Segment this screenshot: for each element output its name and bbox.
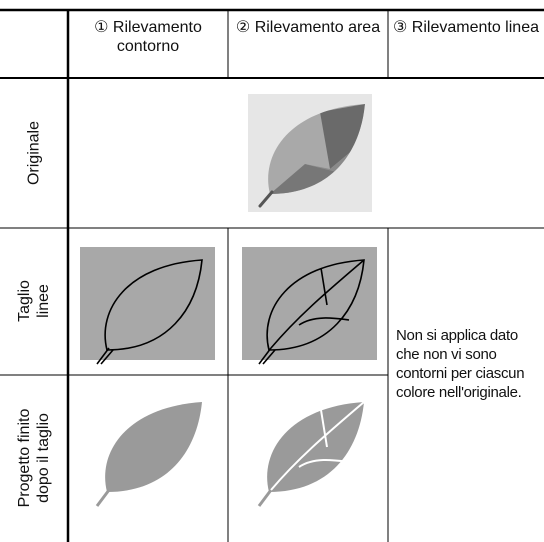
- grid: [0, 8, 544, 542]
- note: Non si applica dato che non vi sono cont…: [396, 327, 525, 401]
- cut-outline: [80, 247, 215, 365]
- cut-area: [242, 247, 377, 365]
- header-cell: ② Rilevamento area: [235, 19, 381, 36]
- finished-contour: [95, 402, 202, 507]
- header-cell: ① Rilevamento contorno: [94, 19, 202, 55]
- finished-area: [257, 401, 365, 507]
- row-label: Progetto finito dopo il taglio: [16, 408, 52, 508]
- row-label: Taglio linee: [16, 280, 52, 322]
- original-image: [248, 94, 372, 212]
- header-cell: ③ Rilevamento linea: [393, 19, 539, 36]
- row-label: Originale: [25, 120, 43, 186]
